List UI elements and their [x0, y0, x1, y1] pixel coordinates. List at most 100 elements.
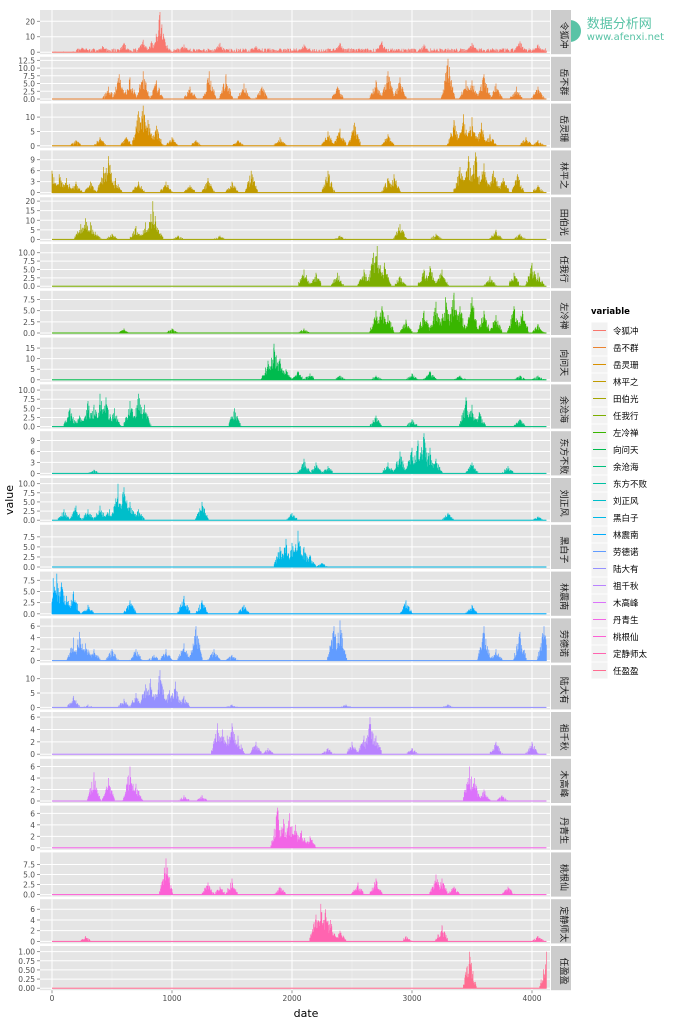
y-tick-label: 2.5: [23, 553, 35, 562]
legend-item: 任我行: [590, 406, 639, 425]
y-tick-label: 5.0: [23, 587, 35, 596]
y-tick-label: 10: [25, 355, 35, 364]
facet-strip-label: 祖千秋: [558, 724, 570, 751]
y-tick-label: 0: [30, 844, 35, 853]
facet-strip-label: 刘正风: [558, 490, 570, 517]
panel-background: [40, 244, 550, 289]
y-tick-label: 10: [25, 675, 35, 684]
legend-label: 任我行: [613, 411, 639, 422]
y-tick-label: 0: [30, 797, 35, 806]
y-tick-label: 7.5: [23, 72, 35, 81]
y-tick-label: 5: [30, 226, 35, 235]
legend-item: 劳德诺: [590, 542, 639, 561]
y-tick-label: 0: [30, 703, 35, 712]
panel-12: 0.02.55.07.5 黑白子: [23, 524, 571, 572]
panel-background: [40, 899, 550, 944]
y-tick-label: 4: [30, 634, 35, 643]
legend-label: 向问天: [613, 445, 639, 456]
facet-strip: [551, 618, 571, 663]
y-tick-label: 5: [30, 127, 35, 136]
facet-strip-label: 向问天: [558, 349, 570, 376]
legend-label: 刘正风: [613, 496, 639, 507]
y-tick-label: 6: [30, 905, 35, 914]
facet-strip: [551, 244, 571, 289]
legend-item: 余沧海: [590, 457, 639, 476]
facet-strip: [551, 384, 571, 429]
y-tick-label: 20: [25, 197, 35, 206]
y-tick-label: 3: [30, 458, 35, 467]
facet-strip-label: 岳灵珊: [558, 115, 570, 142]
panel-21: 0.000.250.500.751.00 任盈盈: [18, 946, 571, 993]
legend-label: 左冷禅: [613, 428, 639, 439]
legend-title: variable: [591, 307, 630, 317]
y-tick-label: 0: [30, 142, 35, 151]
y-tick-label: 0.0: [23, 329, 35, 338]
y-tick-label: 15: [25, 207, 35, 216]
legend-label: 岳灵珊: [613, 360, 639, 371]
y-tick-label: 7.5: [23, 395, 35, 404]
panel-6: 0.02.55.07.510.0 任我行: [18, 244, 571, 291]
facet-strip: [551, 712, 571, 757]
y-tick-label: 2: [30, 832, 35, 841]
facet-strip: [551, 10, 571, 55]
y-tick-label: 0: [30, 189, 35, 198]
x-tick-label: 3000: [402, 994, 421, 1003]
y-tick-label: 2: [30, 738, 35, 747]
y-tick-label: 5: [30, 689, 35, 698]
y-tick-label: 0: [30, 469, 35, 478]
facet-strip-label: 林平之: [558, 162, 570, 189]
y-tick-label: 0.0: [23, 282, 35, 291]
y-tick-label: 7.5: [23, 860, 35, 869]
y-tick-label: 10: [25, 113, 35, 122]
y-tick-label: 0.0: [23, 423, 35, 432]
y-tick-label: 5.0: [23, 307, 35, 316]
y-tick-label: 5.0: [23, 498, 35, 507]
panel-18: 0 2 4 6 丹青生: [30, 805, 571, 853]
legend: variable 令狐冲岳不群岳灵珊林平之田伯光任我行左冷禅向问天余沧海东方不败刘…: [590, 307, 648, 680]
legend-item: 岳不群: [590, 338, 639, 357]
y-tick-label: 10.0: [18, 64, 35, 73]
y-tick-label: 4: [30, 725, 35, 734]
panel-13: 0.0 2.5 5.0 7.5 林震南: [23, 571, 571, 619]
y-tick-label: 12.5: [18, 56, 35, 65]
panel-background: [40, 618, 550, 663]
legend-label: 丹青生: [613, 615, 639, 626]
legend-label: 余沧海: [613, 462, 639, 473]
legend-label: 定静师太: [613, 649, 648, 660]
x-tick-label: 0: [50, 994, 55, 1003]
facet-strip: [551, 103, 571, 148]
facet-strip: [551, 665, 571, 710]
y-tick-label: 0.75: [18, 957, 35, 966]
y-tick-label: 20: [25, 17, 35, 26]
facet-strip-label: 劳德诺: [558, 630, 570, 657]
facet-strip-label: 东方不败: [558, 438, 570, 474]
y-tick-label: 6: [30, 622, 35, 631]
facet-strip: [551, 571, 571, 616]
facet-strip: [551, 899, 571, 944]
legend-label: 祖千秋: [613, 581, 639, 592]
y-tick-label: 7.5: [23, 576, 35, 585]
legend-item: 田伯光: [590, 389, 639, 408]
y-tick-label: 5.0: [23, 265, 35, 274]
facet-strip-label: 左冷禅: [558, 302, 570, 329]
panel-8: 0 510 15 向问天: [25, 337, 571, 385]
legend-label: 令狐冲: [613, 326, 639, 337]
panel-background: [40, 712, 550, 757]
y-tick-label: 2.5: [23, 413, 35, 422]
panel-9: 0.02.55.07.510.0 余沧海: [18, 384, 571, 432]
panel-background: [40, 337, 550, 382]
y-tick-label: 7.5: [23, 257, 35, 266]
legend-label: 桃根仙: [613, 632, 639, 643]
legend-label: 劳德诺: [613, 547, 639, 558]
panel-background: [40, 197, 550, 242]
panel-background: [40, 431, 550, 476]
y-tick-label: 2: [30, 786, 35, 795]
panel-2: 0.02.55.07.510.012.5 岳不群: [18, 56, 571, 104]
facet-strip: [551, 478, 571, 523]
facet-strip-label: 丹青生: [558, 817, 570, 844]
legend-item: 丹青生: [590, 610, 639, 629]
facet-strip-label: 定静师太: [558, 906, 570, 942]
panel-3: 0 5 10 岳灵珊: [25, 103, 571, 151]
